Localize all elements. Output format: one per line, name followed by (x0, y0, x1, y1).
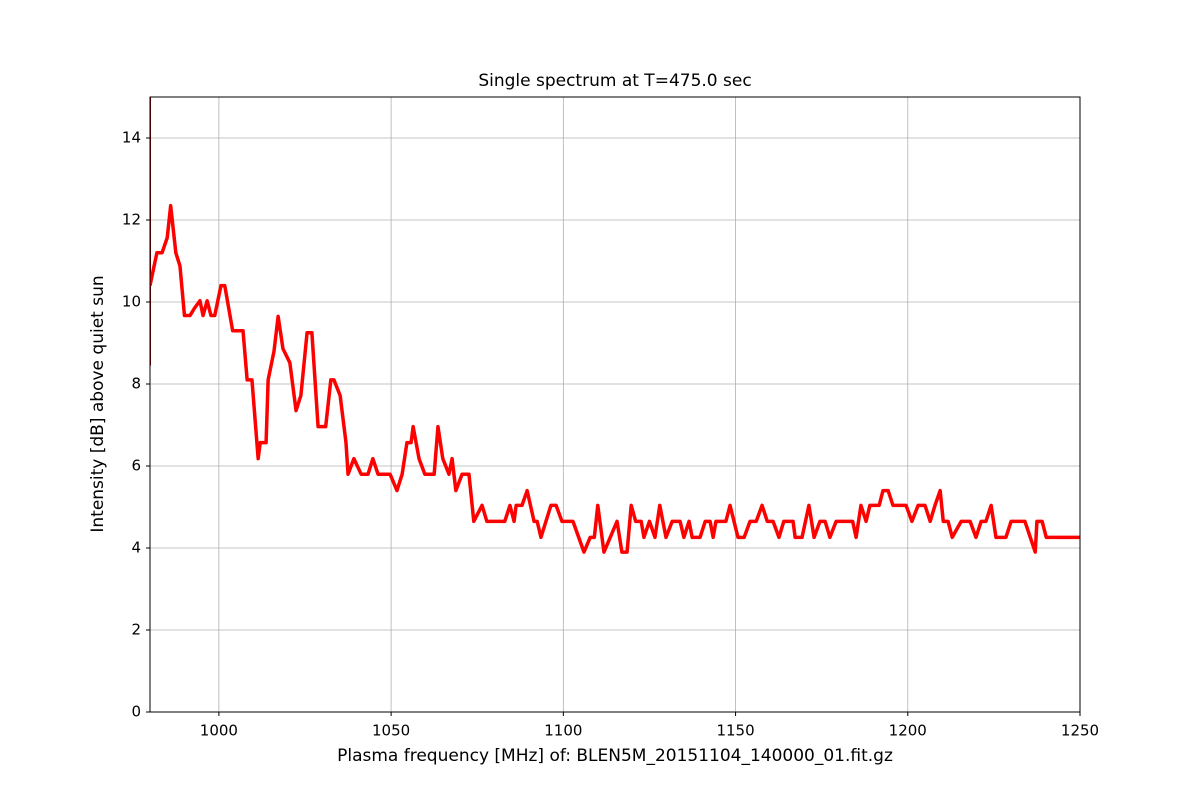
y-tick-label: 10 (122, 293, 141, 311)
y-tick-label: 2 (131, 621, 141, 639)
y-tick-label: 4 (131, 539, 141, 557)
y-tick-label: 6 (131, 457, 141, 475)
axes-frame (149, 96, 1081, 713)
y-axis-label: Intensity [dB] above quiet sun (88, 275, 108, 532)
y-tick-label: 14 (122, 129, 141, 147)
x-tick-label: 1050 (372, 722, 410, 740)
y-tick-label: 8 (131, 375, 141, 393)
chart-title: Single spectrum at T=475.0 sec (478, 71, 751, 91)
x-tick-label: 1000 (200, 722, 238, 740)
x-axis-label: Plasma frequency [MHz] of: BLEN5M_201511… (337, 746, 893, 766)
data-line (150, 203, 1080, 554)
x-tick-label: 1150 (716, 722, 754, 740)
plot-area (150, 97, 1080, 554)
y-tick-label: 12 (122, 211, 141, 229)
ticks: 1000 1050 1100 1150 1200 1250 0 2 4 6 8 10 12 14 (122, 129, 1099, 740)
x-tick-label: 1200 (889, 722, 927, 740)
y-tick-label: 0 (131, 703, 141, 721)
x-tick-label: 1100 (544, 722, 582, 740)
x-tick-label: 1250 (1061, 722, 1099, 740)
